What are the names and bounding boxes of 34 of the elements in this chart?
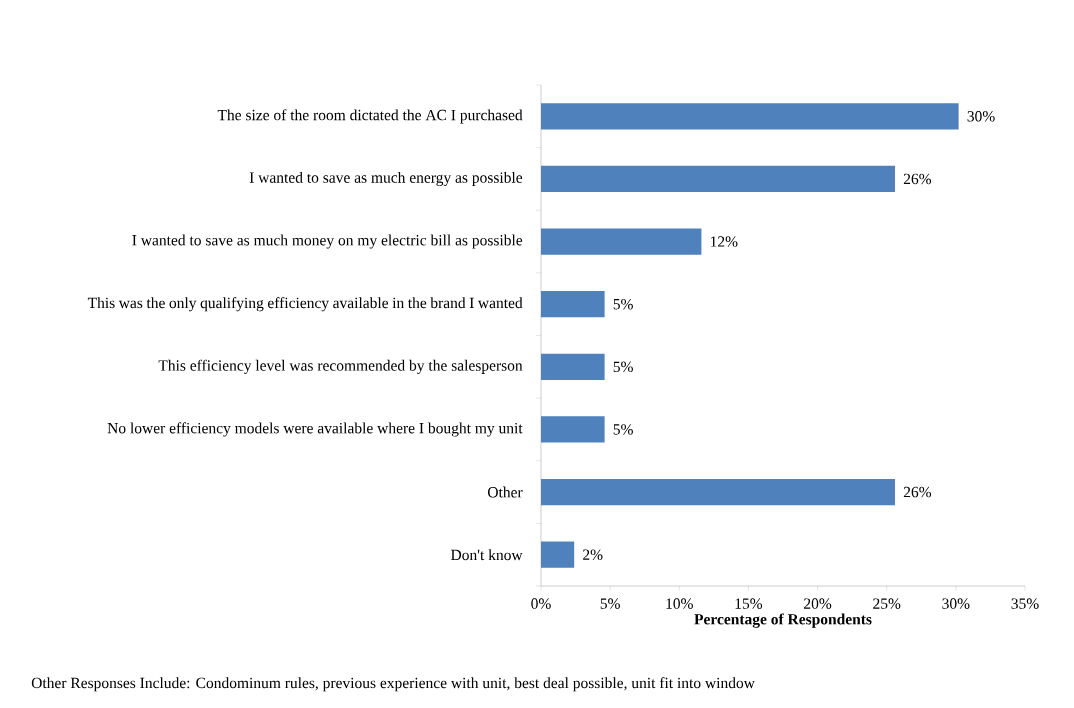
x-tick-label: 20% [804, 598, 832, 609]
x-axis-title: Percentage of Respondents [694, 613, 872, 628]
x-tick-label: 10% [666, 598, 693, 609]
y-tick-label: The size of the room dictated the AC I purchased [217, 109, 523, 124]
y-tick-label: I wanted to save as much energy as possible [249, 171, 523, 186]
x-tick-label: 35% [1011, 598, 1039, 609]
x-tick-label: 25% [873, 598, 901, 609]
data-label: 5% [613, 298, 633, 310]
data-label: 12% [710, 236, 738, 247]
bar [541, 103, 959, 130]
bar [541, 478, 896, 506]
y-tick-label: This was the only qualifying efficiency available in the brand I wanted [87, 297, 523, 312]
x-tick-label: 5% [600, 598, 620, 609]
y-tick-label: I wanted to save as much money on my electric bill as possible [132, 234, 523, 249]
data-label: 26% [903, 486, 932, 498]
bar [541, 228, 702, 255]
bar [541, 416, 605, 443]
x-tick-label: 15% [735, 598, 763, 609]
data-label: 5% [613, 424, 633, 435]
y-tick-label: No lower efficiency models were available where I bought my unit [107, 422, 523, 437]
y-tick-label: Other [487, 486, 523, 498]
bar [541, 165, 896, 193]
text: Other Responses Include: Condominum rules, previous experience with unit, best deal possible, unit fit into window [31, 677, 755, 692]
y-tick-label: Don't know [450, 549, 523, 561]
data-label: 5% [613, 361, 633, 373]
data-label: 26% [903, 173, 932, 185]
y-tick-label: This efficiency level was recommended by the salesperson [158, 359, 523, 374]
data-label: 2% [583, 549, 603, 560]
bar [541, 541, 575, 568]
bar [541, 291, 605, 318]
bar [541, 353, 605, 380]
data-label: 30% [967, 111, 995, 122]
x-tick-label: 30% [942, 598, 970, 609]
x-tick-label: 0% [531, 598, 551, 609]
